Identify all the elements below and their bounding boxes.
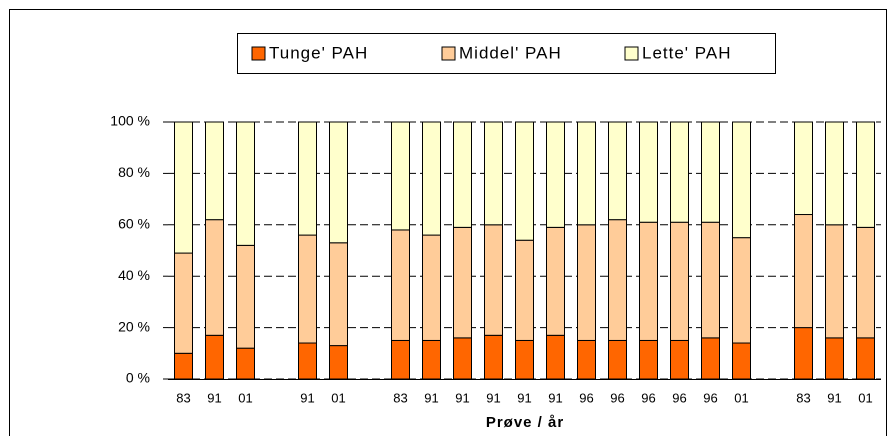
y-tick-label: 20 % <box>118 318 150 334</box>
x-tick-label: 96 <box>610 390 624 405</box>
x-tick-label: 91 <box>486 390 500 405</box>
bar-segment <box>856 337 875 380</box>
bar-segment <box>174 352 193 380</box>
bar-segment <box>174 252 193 354</box>
x-tick-label: 91 <box>827 390 841 405</box>
bar-segment <box>608 219 627 341</box>
x-tick-label: 01 <box>734 390 748 405</box>
bar-segment <box>825 337 844 380</box>
bar-segment <box>236 347 255 380</box>
x-tick-label: 91 <box>517 390 531 405</box>
legend-swatch <box>624 46 639 61</box>
bar-segment <box>670 339 689 380</box>
bar-segment <box>732 121 751 239</box>
x-tick-label: 96 <box>641 390 655 405</box>
x-tick-label: 91 <box>548 390 562 405</box>
y-tick-label: 0 % <box>126 370 150 386</box>
bar-segment <box>639 121 658 223</box>
x-tick-label: 01 <box>858 390 872 405</box>
x-tick-label: 83 <box>176 390 190 405</box>
bar-segment <box>391 229 410 341</box>
bar-segment <box>298 342 317 380</box>
x-tick-label: 96 <box>579 390 593 405</box>
bar-segment <box>422 234 441 341</box>
bar-segment <box>825 224 844 339</box>
bar-segment <box>577 339 596 380</box>
legend-swatch <box>251 46 266 61</box>
legend-box <box>237 33 776 74</box>
bar-segment <box>577 121 596 226</box>
bar-segment <box>484 334 503 380</box>
bar-segment <box>546 121 565 228</box>
bar-segment <box>577 224 596 341</box>
bar-segment <box>453 121 472 228</box>
bar-segment <box>856 226 875 339</box>
bar-segment <box>546 334 565 380</box>
legend-label: Lette' PAH <box>642 43 731 62</box>
bar-segment <box>453 337 472 380</box>
bar-segment <box>639 221 658 341</box>
x-tick-label: 91 <box>300 390 314 405</box>
bar-segment <box>391 339 410 380</box>
x-tick-label: 91 <box>207 390 221 405</box>
bar-segment <box>329 242 348 347</box>
legend-swatch <box>441 46 456 61</box>
bar-segment <box>422 121 441 236</box>
bar-segment <box>608 339 627 380</box>
bar-segment <box>298 234 317 344</box>
bar-segment <box>546 226 565 336</box>
x-tick-label: 91 <box>424 390 438 405</box>
x-tick-label: 01 <box>331 390 345 405</box>
bar-segment <box>236 244 255 349</box>
bar-segment <box>701 121 720 223</box>
bar-segment <box>670 121 689 223</box>
bar-segment <box>329 345 348 380</box>
x-tick-label: 91 <box>455 390 469 405</box>
bar-segment <box>205 334 224 380</box>
bar-segment <box>670 221 689 341</box>
bar-segment <box>329 121 348 244</box>
y-tick-label: 40 % <box>118 267 150 283</box>
bar-segment <box>794 327 813 380</box>
bar-segment <box>732 237 751 344</box>
bar-segment <box>236 121 255 246</box>
x-tick-label: 96 <box>703 390 717 405</box>
y-tick-label: 60 % <box>118 216 150 232</box>
bar-segment <box>515 121 534 241</box>
legend-label: Tunge' PAH <box>269 43 368 62</box>
bar-segment <box>701 221 720 339</box>
bar-segment <box>856 121 875 228</box>
bar-segment <box>639 339 658 380</box>
bar-segment <box>422 339 441 380</box>
bar-segment <box>174 121 193 254</box>
bar-segment <box>515 339 534 380</box>
legend-label: Middel' PAH <box>459 43 562 62</box>
bar-segment <box>484 224 503 336</box>
bar-segment <box>794 214 813 329</box>
bar-segment <box>391 121 410 231</box>
bar-segment <box>794 121 813 216</box>
x-tick-label: 83 <box>796 390 810 405</box>
y-tick-label: 100 % <box>110 113 150 129</box>
bar-segment <box>298 121 317 236</box>
bar-segment <box>205 121 224 221</box>
bar-segment <box>484 121 503 226</box>
x-tick-label: 83 <box>393 390 407 405</box>
bar-segment <box>453 226 472 339</box>
y-tick-label: 80 % <box>118 164 150 180</box>
bar-segment <box>515 239 534 341</box>
bar-segment <box>732 342 751 380</box>
bar-segment <box>701 337 720 380</box>
x-tick-label: 96 <box>672 390 686 405</box>
bar-segment <box>608 121 627 221</box>
bar-segment <box>205 219 224 336</box>
bar-segment <box>825 121 844 226</box>
x-tick-label: 01 <box>238 390 252 405</box>
x-axis-title: Prøve / år <box>486 414 564 431</box>
